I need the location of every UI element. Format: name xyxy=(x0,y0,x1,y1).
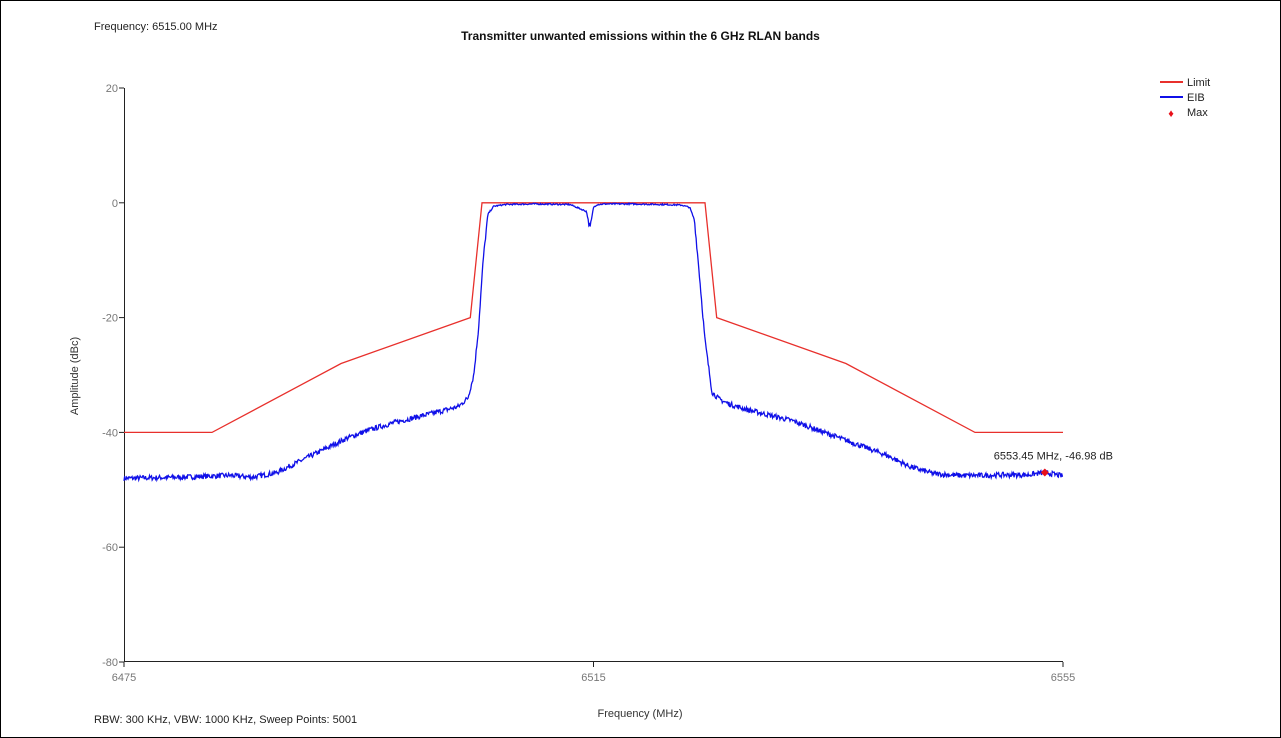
y-ticks: 20 0 -20 -40 -60 -80 xyxy=(102,83,124,669)
x-tick-label: 6515 xyxy=(581,672,605,684)
y-tick-label: 20 xyxy=(106,83,118,95)
legend-max-marker: ♦ xyxy=(1168,108,1174,120)
x-ticks: 6475 6515 6555 xyxy=(112,662,1075,684)
frequency-info: Frequency: 6515.00 MHz xyxy=(94,21,218,33)
x-axis-label: Frequency (MHz) xyxy=(598,708,683,720)
legend-max-label: Max xyxy=(1187,107,1208,119)
legend-limit-label: Limit xyxy=(1187,77,1210,89)
y-axis-label: Amplitude (dBc) xyxy=(69,337,81,415)
chart-title: Transmitter unwanted emissions within th… xyxy=(461,29,820,43)
axes xyxy=(124,88,1063,662)
y-tick-label: -60 xyxy=(102,542,118,554)
measurement-settings: RBW: 300 KHz, VBW: 1000 KHz, Sweep Point… xyxy=(94,714,358,726)
y-tick-label: 0 xyxy=(112,198,118,210)
x-tick-label: 6475 xyxy=(112,672,136,684)
max-marker-label: 6553.45 MHz, -46.98 dB xyxy=(994,450,1113,462)
legend: Limit EIB ♦ Max xyxy=(1160,77,1210,120)
y-tick-label: -20 xyxy=(102,313,118,325)
y-tick-label: -80 xyxy=(102,657,118,669)
y-tick-label: -40 xyxy=(102,427,118,439)
x-tick-label: 6555 xyxy=(1051,672,1075,684)
eib-series-line xyxy=(123,202,1064,483)
max-marker xyxy=(1040,468,1049,477)
limit-series-line xyxy=(124,202,1063,434)
legend-eib-label: EIB xyxy=(1187,92,1205,104)
series-layer: 6553.45 MHz, -46.98 dB xyxy=(123,202,1113,483)
